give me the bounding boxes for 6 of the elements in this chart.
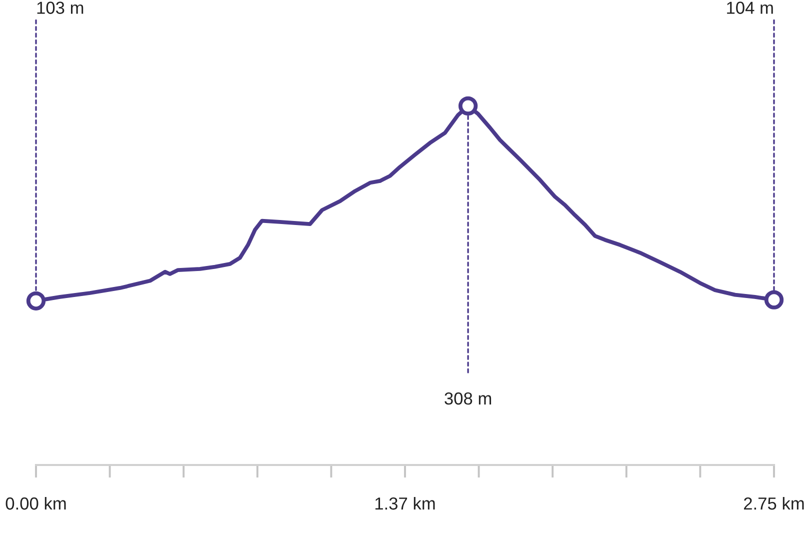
x-tick-label: 1.37 km [375, 496, 435, 510]
x-tick-label: 2.75 km [744, 496, 804, 510]
annotation: 104 m [727, 2, 773, 14]
annotation: 308 m [444, 392, 492, 405]
annotation: 103 m [37, 2, 84, 14]
x-tick-label: 0.00 km [6, 496, 66, 510]
